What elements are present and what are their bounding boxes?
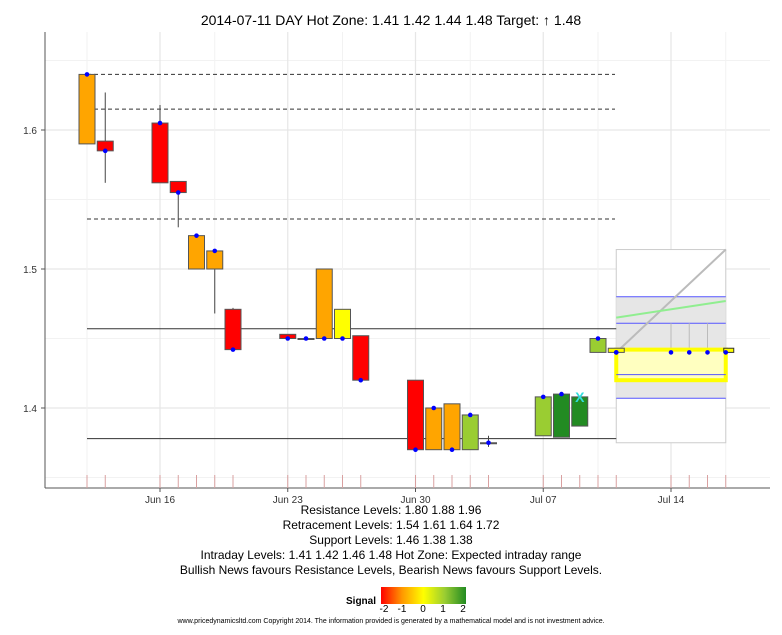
close-dot xyxy=(285,336,291,341)
legend-tick: -1 xyxy=(397,604,407,615)
candle-body xyxy=(334,308,351,339)
close-dot xyxy=(194,233,199,238)
chart-title: 2014-07-11 DAY Hot Zone: 1.41 1.42 1.44 … xyxy=(200,12,582,28)
forecast-dot xyxy=(686,350,692,355)
close-dot xyxy=(84,72,90,77)
x-tick-label: Jun 30 xyxy=(400,495,430,506)
legend-tick: 2 xyxy=(460,604,466,615)
x-marker: X xyxy=(575,389,585,405)
close-dot xyxy=(157,120,163,126)
candle-body xyxy=(352,335,370,381)
close-dot xyxy=(559,391,564,397)
candle-body xyxy=(206,250,224,270)
forecast-dot xyxy=(668,350,674,355)
close-dot xyxy=(540,394,546,400)
candle-body xyxy=(315,268,333,339)
close-dot xyxy=(595,336,601,341)
close-dot xyxy=(175,190,181,195)
x-tick-label: Jul 07 xyxy=(530,495,557,506)
legend-tick: -2 xyxy=(379,604,389,615)
x-tick-label: Jun 23 xyxy=(273,495,303,506)
close-dot xyxy=(230,347,236,352)
footer-disclaimer: www.pricedynamicsltd.com Copyright 2014.… xyxy=(177,618,605,625)
signal-color-bar xyxy=(381,587,466,604)
y-tick-label: 1.5 xyxy=(23,265,37,276)
x-tick-label: Jul 14 xyxy=(658,495,685,506)
x-tick-label: Jun 16 xyxy=(145,495,175,506)
candle-body xyxy=(534,396,552,437)
close-dot xyxy=(340,336,345,341)
trend-line xyxy=(615,248,727,354)
close-dot xyxy=(102,148,108,154)
close-dot xyxy=(486,440,491,446)
support-levels: Support Levels: 1.46 1.38 1.38 xyxy=(309,533,473,547)
forecast-dot xyxy=(705,350,710,355)
close-dot xyxy=(358,377,364,383)
candle-body xyxy=(78,73,96,145)
news-note: Bullish News favours Resistance Levels, … xyxy=(179,563,603,577)
legend-tick: 0 xyxy=(420,604,426,615)
intraday-levels: Intraday Levels: 1.41 1.42 1.46 1.48 Hot… xyxy=(200,548,582,562)
forecast-end-marker xyxy=(723,347,735,353)
resistance-levels: Resistance Levels: 1.80 1.88 1.96 xyxy=(300,503,482,517)
retracement-levels: Retracement Levels: 1.54 1.61 1.64 1.72 xyxy=(282,518,500,532)
close-dot xyxy=(321,336,327,341)
close-dot xyxy=(431,405,437,411)
candle-body xyxy=(553,393,570,438)
forecast-dot xyxy=(723,350,729,355)
y-tick-label: 1.6 xyxy=(23,126,37,137)
candle-body xyxy=(151,122,169,184)
candle-body xyxy=(571,396,589,427)
close-dot xyxy=(449,447,455,453)
green-trend-line xyxy=(616,299,726,319)
candle-body xyxy=(443,403,461,451)
close-dot xyxy=(303,336,309,341)
y-tick-label: 1.4 xyxy=(23,404,37,415)
close-dot xyxy=(413,447,418,453)
candle-body xyxy=(461,414,479,451)
close-dot xyxy=(467,412,473,418)
legend-tick: 1 xyxy=(440,604,446,615)
forecast-dot xyxy=(613,350,619,355)
candle-body xyxy=(224,308,242,351)
candle-body xyxy=(407,379,424,451)
candle-body xyxy=(425,407,443,451)
close-dot xyxy=(212,248,218,254)
legend-title: Signal xyxy=(346,596,377,607)
candle-body xyxy=(188,235,205,270)
